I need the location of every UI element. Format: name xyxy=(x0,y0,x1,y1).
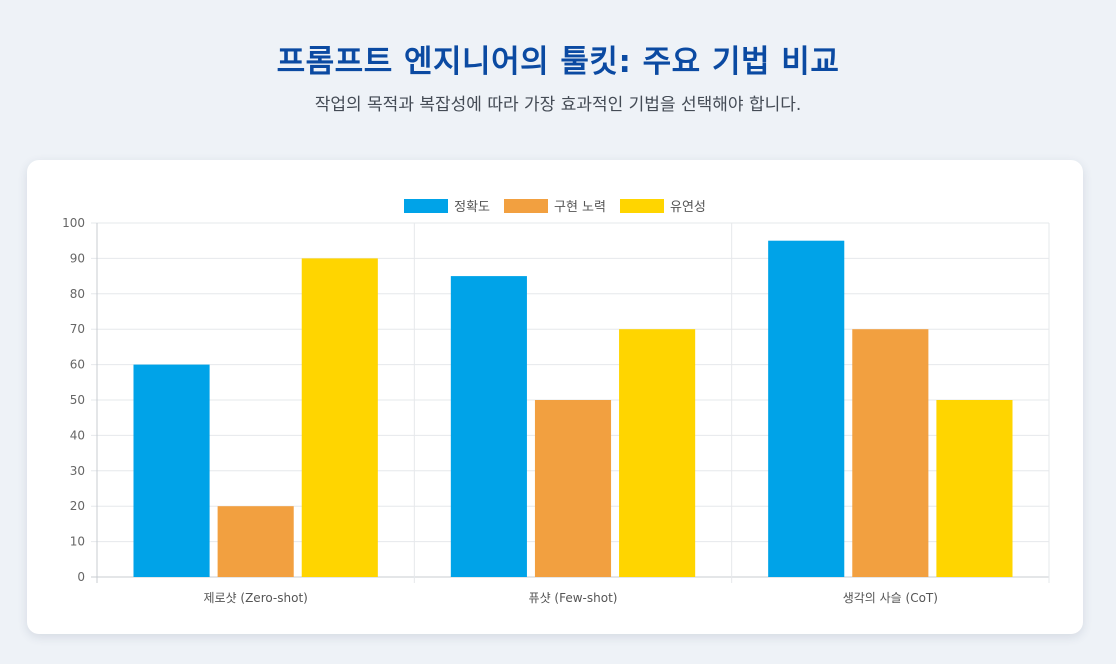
legend-item-effort[interactable]: 구현 노력 xyxy=(504,196,606,215)
y-tick-label: 70 xyxy=(70,322,85,336)
legend-label-effort: 구현 노력 xyxy=(554,200,606,215)
legend-item-flexibility[interactable]: 유연성 xyxy=(619,196,706,215)
page-subtitle: 작업의 목적과 복잡성에 따라 가장 효과적인 기법을 선택해야 합니다. xyxy=(314,95,802,115)
bar[interactable] xyxy=(768,240,845,577)
legend-item-accuracy[interactable]: 정확도 xyxy=(404,196,490,215)
legend-swatch-accuracy xyxy=(404,198,449,213)
y-tick-label: 50 xyxy=(70,393,85,407)
y-tick-label: 100 xyxy=(62,216,85,230)
page-title: 프롬프트 엔지니어의 툴킷: 주요 기법 비교 xyxy=(276,44,840,80)
bar[interactable] xyxy=(534,400,612,577)
y-tick-label: 90 xyxy=(70,251,85,265)
legend-label-flexibility: 유연성 xyxy=(669,200,706,215)
bar[interactable] xyxy=(301,258,378,577)
y-tick-label: 20 xyxy=(70,499,85,513)
x-tick-label: 생각의 사슬 (CoT) xyxy=(843,591,938,605)
axis-layer: 0 10 20 30 40 50 60 70 80 90 100 제로샷 (Zero-shot) 퓨샷 … xyxy=(62,216,938,605)
bar[interactable] xyxy=(133,364,210,577)
y-tick-label: 0 xyxy=(77,570,85,584)
bar-chart: 0 10 20 30 40 50 60 70 80 90 100 제로샷 (Zero-shot) 퓨샷 … xyxy=(62,216,1050,605)
legend-swatch-flexibility xyxy=(619,198,664,213)
x-tick-label: 퓨샷 (Few-shot) xyxy=(529,591,618,605)
y-tick-label: 40 xyxy=(70,428,85,442)
legend-label-accuracy: 정확도 xyxy=(454,200,490,215)
x-tick-label: 제로샷 (Zero-shot) xyxy=(203,591,307,605)
chart-card: 정확도 구현 노력 유연성 0 10 20 30 40 50 60 70 80 90 100 제로샷 … xyxy=(27,160,1083,634)
bar[interactable] xyxy=(217,506,294,577)
chart-legend: 정확도 구현 노력 유연성 xyxy=(27,196,1083,215)
y-tick-label: 60 xyxy=(70,358,85,372)
bar[interactable] xyxy=(852,329,929,577)
y-tick-label: 10 xyxy=(70,535,85,549)
bar[interactable] xyxy=(450,276,527,577)
bar[interactable] xyxy=(936,400,1013,577)
y-tick-label: 80 xyxy=(70,287,85,301)
legend-swatch-effort xyxy=(504,198,548,213)
bar-layer xyxy=(133,240,1013,577)
y-tick-label: 30 xyxy=(70,464,85,478)
bar[interactable] xyxy=(619,329,696,577)
